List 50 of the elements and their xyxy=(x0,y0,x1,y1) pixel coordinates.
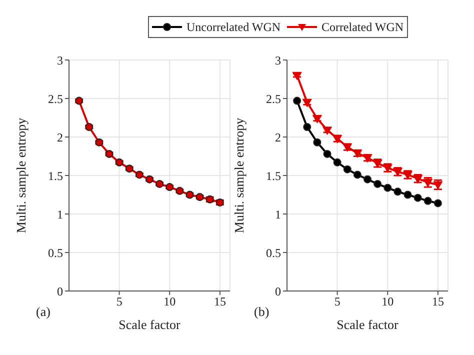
point xyxy=(374,180,382,188)
point xyxy=(105,150,114,158)
point xyxy=(404,190,412,199)
y-tick-label: 3 xyxy=(57,53,63,68)
x-tick-label: 15 xyxy=(214,294,226,309)
point xyxy=(323,150,332,158)
point xyxy=(384,184,392,192)
y-axis-title: Multi. sample entropy xyxy=(232,117,247,234)
point xyxy=(394,188,402,196)
y-tick-label: 1 xyxy=(275,207,281,222)
x-tick-label: 15 xyxy=(432,294,444,309)
legend-label: Uncorrelated WGN xyxy=(186,20,281,34)
point xyxy=(424,196,432,205)
y-tick-label: 1.5 xyxy=(266,168,281,183)
point xyxy=(125,164,134,173)
x-axis-title: Scale factor xyxy=(118,317,182,332)
y-tick-label: 2.5 xyxy=(48,92,63,106)
x-tick-label: 5 xyxy=(334,294,340,309)
point xyxy=(85,122,94,131)
x-axis-title: Scale factor xyxy=(336,317,400,332)
y-tick-label: 3 xyxy=(275,53,281,68)
point xyxy=(115,158,124,166)
text: (b) xyxy=(254,304,270,320)
y-tick-label: 2 xyxy=(275,130,281,144)
y-tick-label: 1 xyxy=(57,207,63,222)
y-tick-label: 1.5 xyxy=(48,168,63,183)
y-tick-label: 2 xyxy=(57,130,63,144)
y-tick-label: 2.5 xyxy=(266,92,281,106)
y-tick-label: 0 xyxy=(275,284,281,298)
point xyxy=(293,96,302,105)
x-tick-label: 5 xyxy=(116,294,122,309)
legend-label: Correlated WGN xyxy=(321,20,404,34)
point xyxy=(95,138,104,146)
point xyxy=(364,175,372,184)
point xyxy=(292,72,302,80)
y-tick-label: 0.5 xyxy=(266,246,281,260)
point xyxy=(353,170,362,179)
point xyxy=(414,194,422,202)
x-tick-label: 10 xyxy=(382,294,394,309)
point xyxy=(75,96,84,105)
point xyxy=(434,199,442,208)
text: (a) xyxy=(36,304,50,320)
point xyxy=(313,138,322,146)
y-tick-label: 0 xyxy=(57,284,63,298)
y-tick-label: 0.5 xyxy=(48,246,63,260)
x-tick-label: 10 xyxy=(164,294,176,309)
point xyxy=(303,122,312,131)
y-axis-title: Multi. sample entropy xyxy=(14,117,29,234)
point xyxy=(343,165,352,174)
point xyxy=(333,158,342,166)
